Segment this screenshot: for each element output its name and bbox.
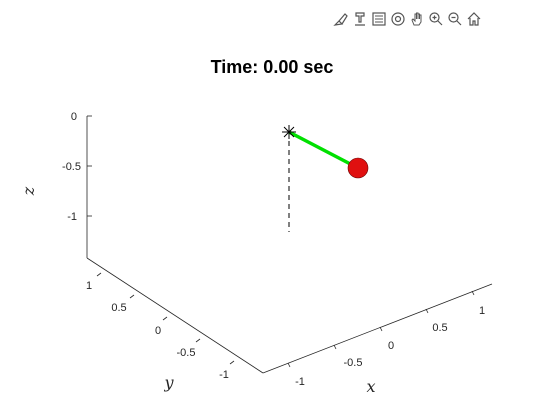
- x-ticks: -1 -0.5 0 0.5 1: [287, 290, 485, 388]
- x-axis-label: x: [366, 377, 375, 396]
- y-tick-label: 0: [155, 325, 161, 337]
- z-axis-label: z: [19, 186, 38, 196]
- x-tick-label: -0.5: [344, 357, 363, 369]
- y-tick-label: 1: [86, 280, 92, 292]
- plot-title: Time: 0.00 sec: [210, 57, 334, 77]
- rotate-button[interactable]: [389, 9, 407, 29]
- x-tick-mark: [333, 344, 337, 350]
- pendulum-bob: [347, 157, 369, 179]
- y-tick-label: -0.5: [177, 347, 196, 359]
- x-tick-label: 1: [479, 305, 485, 317]
- brush-icon: [333, 13, 348, 26]
- zoom-in-button[interactable]: [427, 9, 445, 29]
- y-tick-mark: [129, 294, 135, 299]
- y-tick-label: 0.5: [111, 302, 126, 314]
- home-button[interactable]: [465, 9, 483, 29]
- pendulum-rod: [288, 130, 359, 170]
- datatip-icon: [355, 12, 365, 26]
- pan-button[interactable]: [408, 9, 426, 29]
- x-tick-mark: [379, 326, 383, 332]
- z-ticks: 0 -0.5 -1: [62, 111, 92, 223]
- y-tick-mark: [162, 316, 168, 321]
- zoom-in-icon: [429, 12, 443, 26]
- axes-toolbar: [332, 8, 483, 30]
- pan-icon: [411, 12, 422, 26]
- x-tick-label: -1: [295, 376, 305, 388]
- x-tick-mark: [471, 290, 475, 296]
- legend-icon: [372, 12, 386, 26]
- zoom-out-button[interactable]: [446, 9, 464, 29]
- rotate-icon: [391, 12, 405, 26]
- y-tick-mark: [229, 360, 235, 365]
- datatip-button[interactable]: [351, 9, 369, 29]
- home-icon: [467, 12, 481, 26]
- y-tick-mark: [96, 272, 102, 277]
- x-tick-label: 0.5: [432, 322, 447, 334]
- brush-button[interactable]: [332, 9, 350, 29]
- x-tick-mark: [287, 362, 291, 368]
- x-axis-line: [262, 283, 493, 374]
- x-tick-label: 0: [388, 340, 394, 352]
- x-tick-mark: [425, 308, 429, 314]
- z-tick-label: 0: [71, 111, 77, 123]
- y-tick-label: -1: [219, 369, 229, 381]
- legend-button[interactable]: [370, 9, 388, 29]
- y-tick-mark: [195, 338, 201, 343]
- z-tick-label: -1: [67, 211, 77, 223]
- pivot-marker: [282, 125, 296, 139]
- z-tick-label: -0.5: [62, 161, 81, 173]
- y-axis-line: [86, 257, 264, 374]
- y-ticks: 1 0.5 0 -0.5 -1: [86, 272, 235, 381]
- zoom-out-icon: [448, 12, 462, 26]
- y-axis-label: y: [163, 373, 174, 392]
